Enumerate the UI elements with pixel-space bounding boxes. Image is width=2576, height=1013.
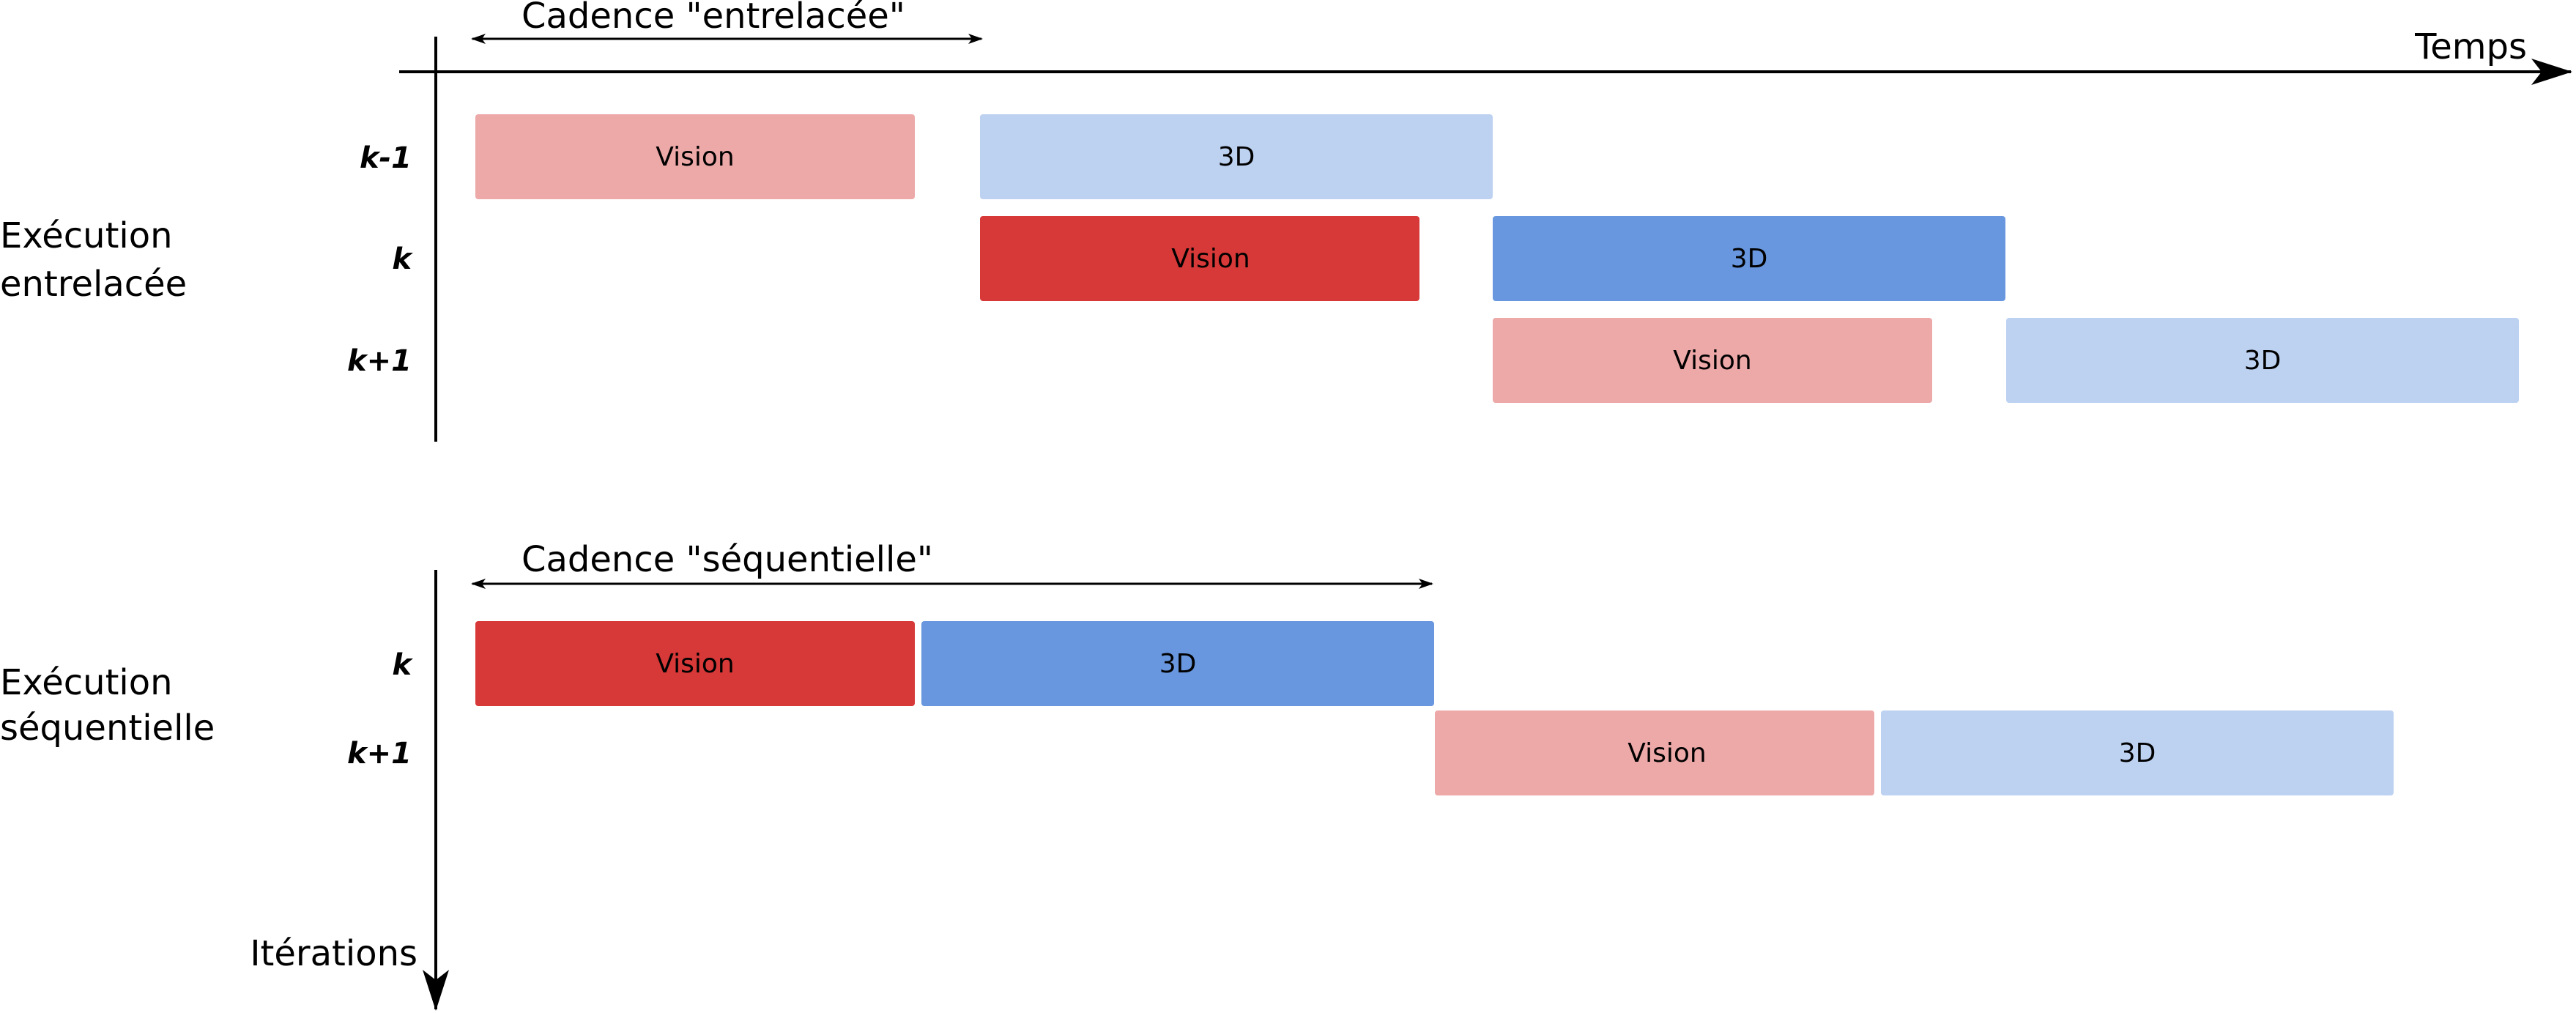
interleaved-block-3d: 3D bbox=[980, 114, 1493, 199]
sequential-title-line1: Exécution bbox=[0, 662, 173, 703]
sequential-title-line2: séquentielle bbox=[0, 708, 215, 749]
block-label: Vision bbox=[1627, 738, 1706, 768]
block-label: 3D bbox=[1731, 244, 1768, 274]
block-label: 3D bbox=[1218, 142, 1255, 172]
interleaved-row-label: k-1 bbox=[360, 141, 412, 175]
sequential-block-3d: 3D bbox=[921, 621, 1434, 706]
block-rect bbox=[921, 621, 1434, 706]
block-rect bbox=[1493, 216, 2005, 301]
block-rect bbox=[980, 114, 1493, 199]
block-label: 3D bbox=[1159, 649, 1197, 679]
sequential-block-3d: 3D bbox=[1881, 710, 2394, 795]
block-label: Vision bbox=[656, 649, 734, 679]
sequential-row-label: k+1 bbox=[347, 737, 412, 771]
iteration-axis-label: Itérations bbox=[250, 933, 417, 974]
block-rect bbox=[1493, 318, 1932, 403]
block-label: 3D bbox=[2119, 738, 2156, 768]
block-label: 3D bbox=[2244, 346, 2282, 376]
block-rect bbox=[475, 621, 915, 706]
interleaved-block-vision: Vision bbox=[1493, 318, 1932, 403]
block-rect bbox=[980, 216, 1419, 301]
time-axis-label: Temps bbox=[2414, 26, 2527, 67]
block-rect bbox=[1435, 710, 1874, 795]
block-label: Vision bbox=[656, 142, 734, 172]
sequential-block-vision: Vision bbox=[1435, 710, 1874, 795]
interleaved-row-label: k+1 bbox=[347, 344, 412, 378]
sequential-row-label: k bbox=[392, 648, 413, 682]
interleaved-title: Exécution entrelacée bbox=[0, 215, 187, 305]
block-rect bbox=[2006, 318, 2519, 403]
block-label: Vision bbox=[1673, 346, 1751, 376]
sequential-cadence-label: Cadence "séquentielle" bbox=[521, 539, 933, 580]
interleaved-row-label: k bbox=[392, 242, 413, 276]
block-rect bbox=[1881, 710, 2394, 795]
block-label: Vision bbox=[1171, 244, 1250, 274]
interleaved-title-line1: Exécution bbox=[0, 215, 173, 256]
interleaved-block-vision: Vision bbox=[475, 114, 915, 199]
sequential-title: Exécution séquentielle bbox=[0, 662, 215, 749]
interleaved-block-3d: 3D bbox=[1493, 216, 2005, 301]
sequential-block-vision: Vision bbox=[475, 621, 915, 706]
block-rect bbox=[475, 114, 915, 199]
interleaved-title-line2: entrelacée bbox=[0, 264, 187, 305]
interleaved-block-vision: Vision bbox=[980, 216, 1419, 301]
interleaved-cadence-label: Cadence "entrelacée" bbox=[521, 0, 905, 37]
interleaved-block-3d: 3D bbox=[2006, 318, 2519, 403]
